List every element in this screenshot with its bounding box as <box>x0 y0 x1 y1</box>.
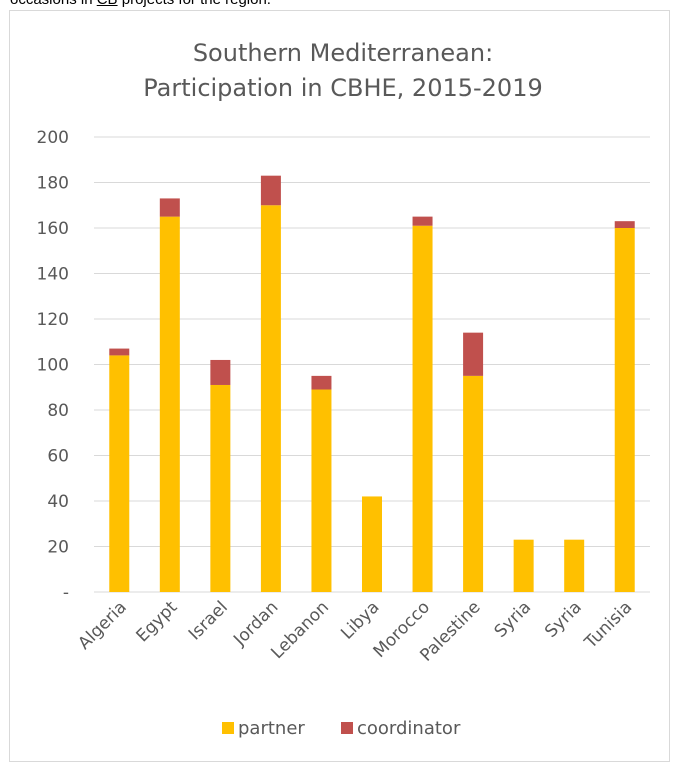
x-tick-label: Israel <box>185 597 232 644</box>
y-tick-label: 140 <box>37 265 69 285</box>
bar-partner <box>513 539 534 592</box>
y-tick-label: - <box>63 583 69 603</box>
bar-coordinator <box>159 198 180 217</box>
y-tick-label: 20 <box>47 538 69 558</box>
bar-partner <box>159 216 180 592</box>
y-tick-label: 200 <box>37 128 69 148</box>
legend: partner coordinator <box>222 718 461 739</box>
y-tick-label: 100 <box>37 356 69 376</box>
bar-coordinator <box>311 375 332 390</box>
bar-coordinator <box>614 221 635 228</box>
bar-coordinator <box>210 359 231 385</box>
x-tick-label: Egypt <box>133 597 182 646</box>
chart-title-line-2: Participation in CBHE, 2015-2019 <box>143 74 542 102</box>
bar-partner <box>564 539 585 592</box>
bar-partner <box>362 496 382 592</box>
bar-partner <box>463 375 484 592</box>
caption-link[interactable]: CB <box>97 0 118 8</box>
bar-partner <box>210 384 231 592</box>
x-tick-label: Tunisia <box>580 597 636 653</box>
bar-coordinator <box>260 175 281 206</box>
legend-label-coordinator: coordinator <box>357 718 461 739</box>
bar-partner <box>614 228 635 592</box>
y-tick-label: 160 <box>37 219 69 239</box>
chart-title-line-1: Southern Mediterranean: <box>193 39 493 67</box>
legend-swatch-partner <box>222 722 234 734</box>
y-tick-label: 120 <box>37 310 69 330</box>
bar-coordinator <box>412 216 433 226</box>
y-tick-label: 60 <box>47 447 69 467</box>
gridlines <box>94 136 650 593</box>
x-tick-label: Algeria <box>74 597 130 653</box>
y-tick-label: 40 <box>47 492 69 512</box>
y-axis: - 20 40 60 80 100 120 140 160 180 200 <box>37 128 69 603</box>
x-tick-label: Syria <box>491 597 536 642</box>
y-tick-label: 180 <box>37 174 69 194</box>
bars <box>109 175 635 592</box>
caption-prefix: occasions in <box>10 0 97 8</box>
bar-coordinator <box>463 332 484 376</box>
bar-partner <box>311 389 332 592</box>
x-tick-label: Libya <box>337 597 383 643</box>
caption-text: occasions in CB projects for the region. <box>10 0 271 8</box>
bar-partner <box>260 205 281 592</box>
legend-label-partner: partner <box>238 718 305 739</box>
bar-partner <box>109 355 130 592</box>
x-tick-label: Syria <box>541 597 586 642</box>
y-tick-label: 80 <box>47 401 69 421</box>
bar-coordinator <box>109 348 130 356</box>
caption-suffix: projects for the region. <box>118 0 271 8</box>
bar-partner <box>412 225 433 592</box>
legend-swatch-coordinator <box>341 722 353 734</box>
